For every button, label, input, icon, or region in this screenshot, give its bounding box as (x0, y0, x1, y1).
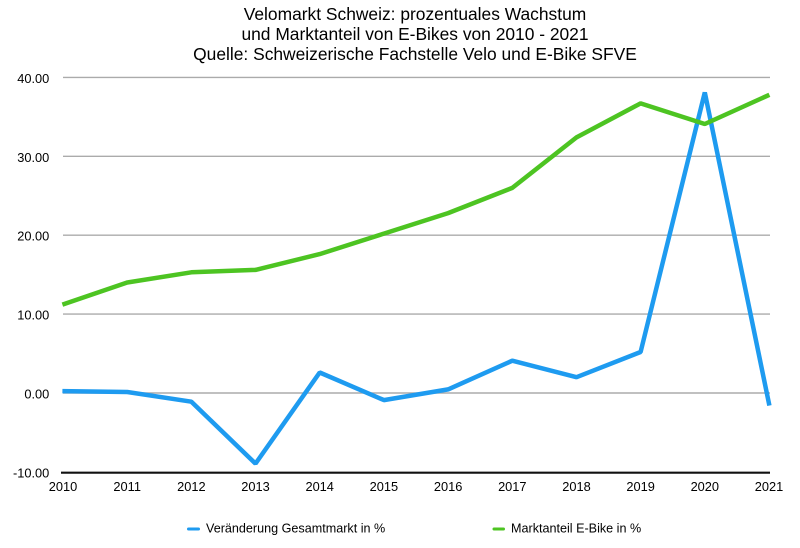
svg-text:2020: 2020 (691, 479, 719, 494)
svg-text:2012: 2012 (177, 479, 205, 494)
svg-text:30.00: 30.00 (17, 150, 49, 165)
svg-text:10.00: 10.00 (17, 308, 49, 323)
svg-text:2021: 2021 (755, 479, 783, 494)
svg-text:2014: 2014 (305, 479, 333, 494)
svg-text:2018: 2018 (562, 479, 590, 494)
svg-text:und Marktanteil von E-Bikes vo: und Marktanteil von E-Bikes von 2010 - 2… (241, 24, 588, 44)
svg-text:Velomarkt Schweiz: prozentuale: Velomarkt Schweiz: prozentuales Wachstum (244, 4, 586, 24)
svg-text:Marktanteil E-Bike in %: Marktanteil E-Bike in % (511, 522, 641, 536)
svg-text:40.00: 40.00 (17, 71, 49, 86)
svg-text:2015: 2015 (370, 479, 398, 494)
svg-text:2017: 2017 (498, 479, 526, 494)
svg-text:Quelle: Schweizerische Fachste: Quelle: Schweizerische Fachstelle Velo u… (193, 44, 637, 64)
svg-text:2016: 2016 (434, 479, 462, 494)
svg-text:20.00: 20.00 (17, 229, 49, 244)
svg-text:2019: 2019 (626, 479, 654, 494)
svg-text:Veränderung Gesamtmarkt in %: Veränderung Gesamtmarkt in % (206, 522, 385, 536)
svg-text:0.00: 0.00 (24, 387, 49, 402)
svg-text:-10.00: -10.00 (13, 466, 49, 481)
svg-text:2010: 2010 (49, 479, 77, 494)
svg-text:2011: 2011 (113, 479, 141, 494)
svg-text:2013: 2013 (241, 479, 269, 494)
